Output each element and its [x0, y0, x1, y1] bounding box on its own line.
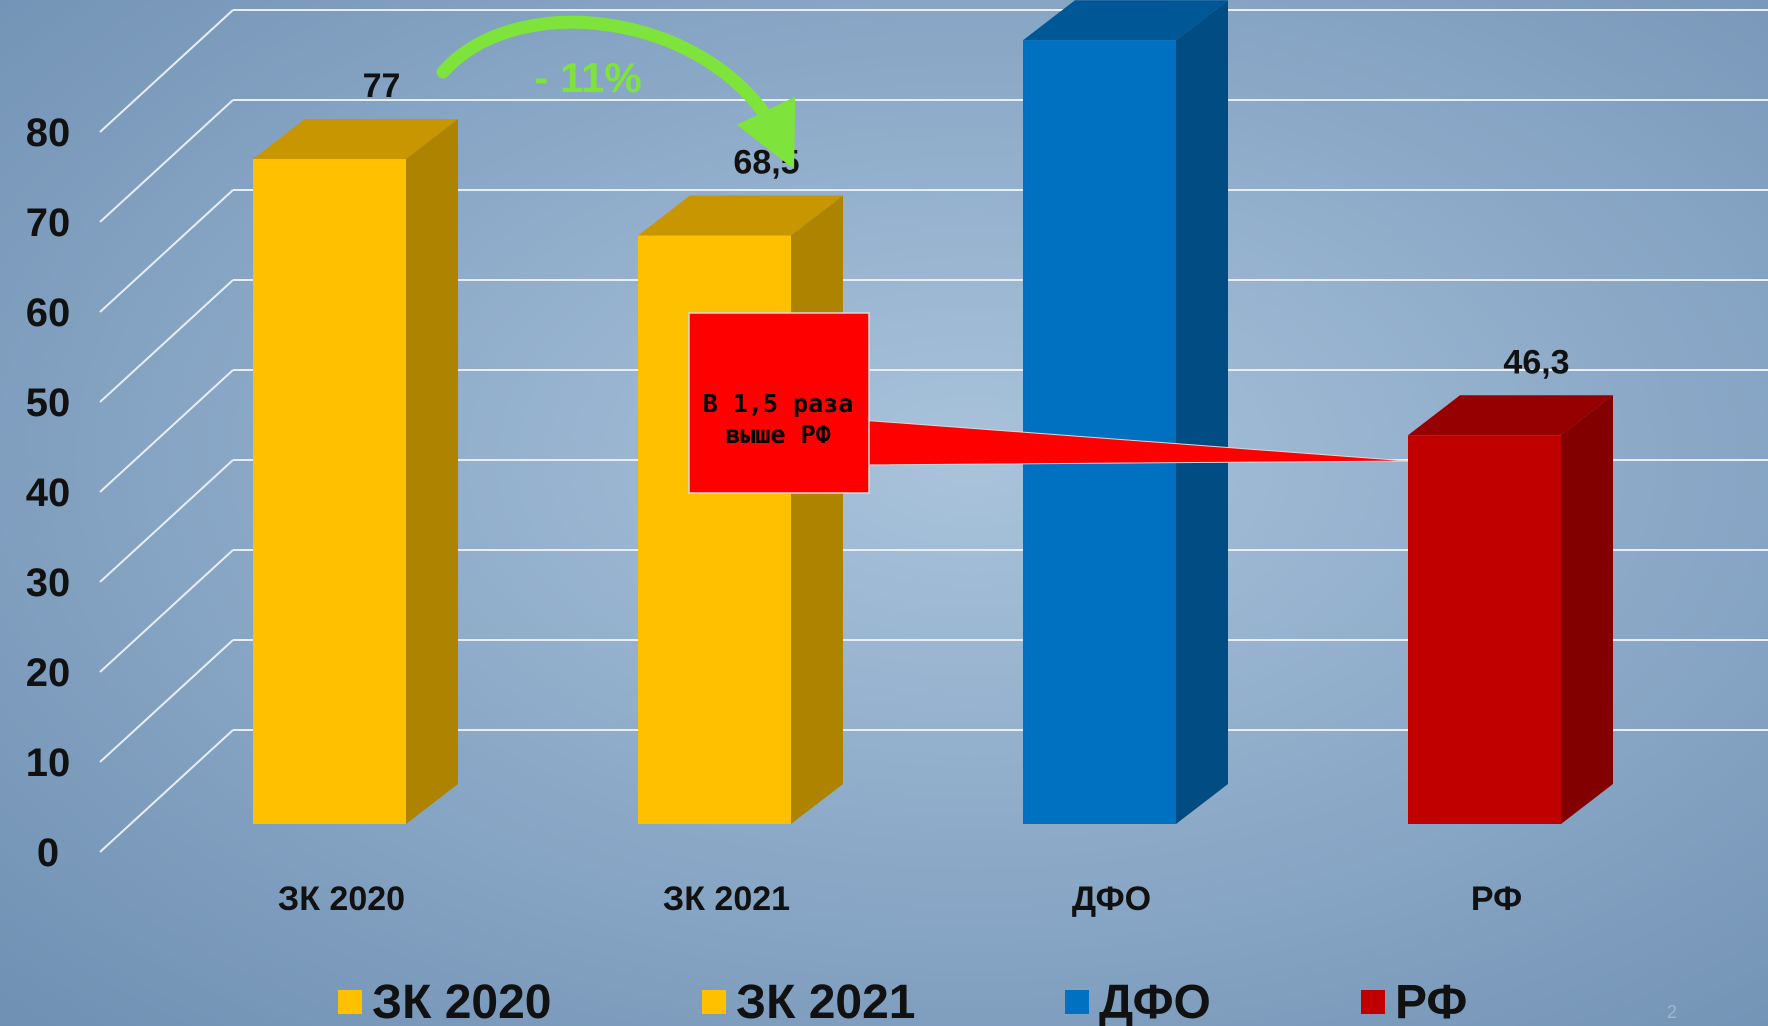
gridline-diagonal [99, 459, 234, 583]
legend-label: ДФО [1099, 976, 1211, 1026]
y-tick-label: 60 [26, 291, 71, 335]
y-tick-label: 20 [26, 651, 71, 695]
legend-item: ДФО [1065, 976, 1211, 1026]
callout-box [688, 312, 870, 494]
y-tick-label: 80 [26, 111, 71, 155]
bar-3 [1023, 0, 1228, 824]
bar-4 [1408, 395, 1613, 824]
bar-front [253, 159, 406, 824]
y-tick-label: 0 [37, 831, 59, 875]
legend-swatch [1361, 990, 1385, 1014]
y-tick-label: 30 [26, 561, 71, 605]
bar-side [406, 119, 458, 824]
y-axis-ticks: 0 10 20 30 40 50 60 70 80 [26, 111, 71, 875]
gridline-diagonal [99, 9, 234, 133]
gridline-diagonal [99, 279, 234, 403]
y-tick-label: 50 [26, 381, 71, 425]
category-label: ЗК 2021 [663, 880, 790, 918]
bar-2 [638, 195, 843, 824]
bar-top [1408, 395, 1613, 436]
gridline-diagonal [99, 549, 234, 673]
gridlines [99, 9, 1768, 853]
legend-label: РФ [1395, 976, 1467, 1026]
legend-swatch [1065, 990, 1089, 1014]
category-label: ДФО [1072, 880, 1151, 918]
y-tick-label: 10 [26, 741, 71, 785]
legend-item: РФ [1361, 976, 1467, 1026]
bar-top [638, 195, 843, 236]
bars [253, 0, 1613, 824]
change-label: - 11% [534, 54, 641, 101]
bar-top [1023, 0, 1228, 41]
gridline-diagonal [99, 369, 234, 493]
data-label: 46,3 [1503, 343, 1569, 381]
gridline-diagonal [99, 189, 234, 313]
gridline-diagonal [99, 99, 234, 223]
gridline-diagonal [99, 639, 234, 763]
decrease-arrow: - 11% [436, 15, 796, 170]
legend-label: ЗК 2020 [372, 976, 551, 1026]
category-label: РФ [1471, 880, 1522, 918]
bar-top [253, 119, 458, 159]
bar-side [1561, 395, 1613, 824]
curved-arrow-icon [436, 15, 796, 170]
callout-line-2: выше РФ [725, 420, 830, 449]
y-tick-label: 70 [26, 201, 71, 245]
x-axis-categories: ЗК 2020 ЗК 2021 ДФО РФ [278, 880, 1522, 918]
gridline-diagonal [99, 729, 234, 853]
legend-swatch [702, 990, 726, 1014]
data-label: 68,5 [733, 144, 799, 182]
bar-side [791, 195, 843, 824]
data-label: 77 [363, 67, 401, 105]
legend-swatch [338, 990, 362, 1014]
y-tick-label: 40 [26, 471, 71, 515]
bar-side [1176, 0, 1228, 824]
legend-item: ЗК 2021 [702, 976, 915, 1026]
page-number: 2 [1667, 1002, 1677, 1022]
legend: ЗК 2020 ЗК 2021 ДФО РФ [338, 976, 1467, 1026]
bar-front [1023, 40, 1176, 824]
category-label: ЗК 2020 [278, 880, 405, 918]
legend-label: ЗК 2021 [736, 976, 915, 1026]
bar-1 [253, 119, 458, 824]
legend-item: ЗК 2020 [338, 976, 551, 1026]
comparison-callout: В 1,5 раза выше РФ [688, 312, 1409, 494]
bar-front [1408, 435, 1561, 824]
callout-line-1: В 1,5 раза [703, 389, 854, 418]
